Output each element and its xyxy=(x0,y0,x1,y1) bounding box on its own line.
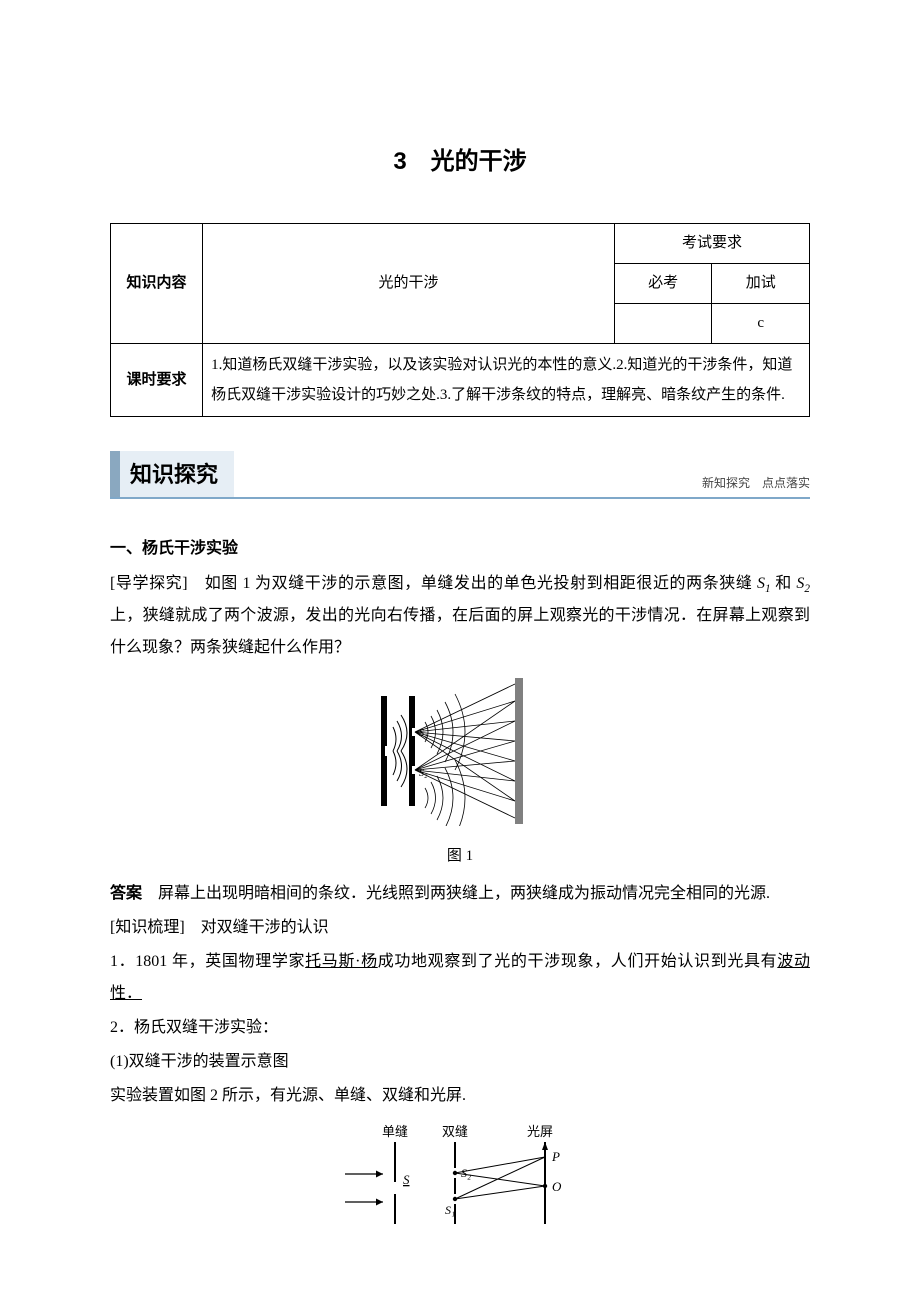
cell-period-text: 1.知道杨氏双缝干涉实验，以及该实验对认识光的本性的意义.2.知道光的干涉条件，… xyxy=(203,344,810,417)
answer-paragraph: 答案 屏幕上出现明暗相间的条纹．光线照到两狭缝上，两狭缝成为振动情况完全相同的光… xyxy=(110,878,810,910)
figure-1-caption: 图 1 xyxy=(110,843,810,870)
figure-2: 单缝 双缝 光屏 S S₂ S₁ P O xyxy=(110,1124,810,1245)
svg-text:O: O xyxy=(552,1179,562,1194)
lead-label: [导学探究] xyxy=(110,575,188,592)
cell-mandatory: 必考 xyxy=(614,264,712,304)
point-2-2: 实验装置如图 2 所示，有光源、单缝、双缝和光屏. xyxy=(110,1080,810,1112)
figure-2-svg: 单缝 双缝 光屏 S S₂ S₁ P O xyxy=(345,1124,575,1234)
section-bar xyxy=(110,451,120,497)
knowledge-label: [知识梳理] 对双缝干涉的认识 xyxy=(110,912,810,944)
page-title: 3 光的干涉 xyxy=(110,140,810,183)
svg-text:P: P xyxy=(551,1149,560,1164)
svg-text:S₂: S₂ xyxy=(461,1166,471,1180)
figure-1-svg: S₁ S₂ xyxy=(375,676,545,826)
section-header: 知识探究 新知探究 点点落实 xyxy=(110,451,810,499)
p1a: 1．1801 年，英国物理学家 xyxy=(110,953,305,970)
svg-text:单缝: 单缝 xyxy=(382,1124,408,1139)
svg-text:S₁: S₁ xyxy=(445,1203,455,1217)
cell-topic: 光的干涉 xyxy=(203,224,615,344)
svg-text:光屏: 光屏 xyxy=(527,1124,553,1139)
figure-1: S₁ S₂ xyxy=(110,676,810,837)
svg-text:双缝: 双缝 xyxy=(442,1124,468,1139)
point-1: 1．1801 年，英国物理学家托马斯·杨成功地观察到了光的干涉现象，人们开始认识… xyxy=(110,946,810,1010)
cell-elective: 加试 xyxy=(712,264,810,304)
cell-knowledge-label: 知识内容 xyxy=(111,224,203,344)
cell-period-label: 课时要求 xyxy=(111,344,203,417)
lead-paragraph: [导学探究] 如图 1 为双缝干涉的示意图，单缝发出的单色光投射到相距很近的两条… xyxy=(110,568,810,665)
p1-u1: 托马斯·杨 xyxy=(305,953,378,970)
subsection-heading: 一、杨氏干涉实验 xyxy=(110,535,810,564)
svg-text:S: S xyxy=(403,1172,410,1187)
sym-s1-sub: 1 xyxy=(765,583,771,595)
answer-text: 屏幕上出现明暗相间的条纹．光线照到两狭缝上，两狭缝成为振动情况完全相同的光源. xyxy=(142,885,770,902)
requirements-table: 知识内容 光的干涉 考试要求 必考 加试 c 课时要求 1.知道杨氏双缝干涉实验… xyxy=(110,223,810,417)
point-2: 2．杨氏双缝干涉实验： xyxy=(110,1012,810,1044)
p1b: 成功地观察到了光的干涉现象，人们开始认识到光具有 xyxy=(378,953,778,970)
lead-text-c: 上，狭缝就成了两个波源，发出的光向右传播，在后面的屏上观察光的干涉情况．在屏幕上… xyxy=(110,607,810,656)
point-2-1: (1)双缝干涉的装置示意图 xyxy=(110,1046,810,1078)
answer-label: 答案 xyxy=(110,885,142,902)
lead-text-a: 如图 1 为双缝干涉的示意图，单缝发出的单色光投射到相距很近的两条狭缝 xyxy=(188,575,757,592)
section-heading: 知识探究 xyxy=(120,451,234,497)
cell-mandatory-val xyxy=(614,304,712,344)
cell-exam-req: 考试要求 xyxy=(614,224,809,264)
sym-s2-sub: 2 xyxy=(804,583,810,595)
sym-s1: S xyxy=(757,575,765,592)
section-subheading: 新知探究 点点落实 xyxy=(702,473,810,497)
cell-elective-val: c xyxy=(712,304,810,344)
lead-text-b: 和 xyxy=(775,575,796,592)
